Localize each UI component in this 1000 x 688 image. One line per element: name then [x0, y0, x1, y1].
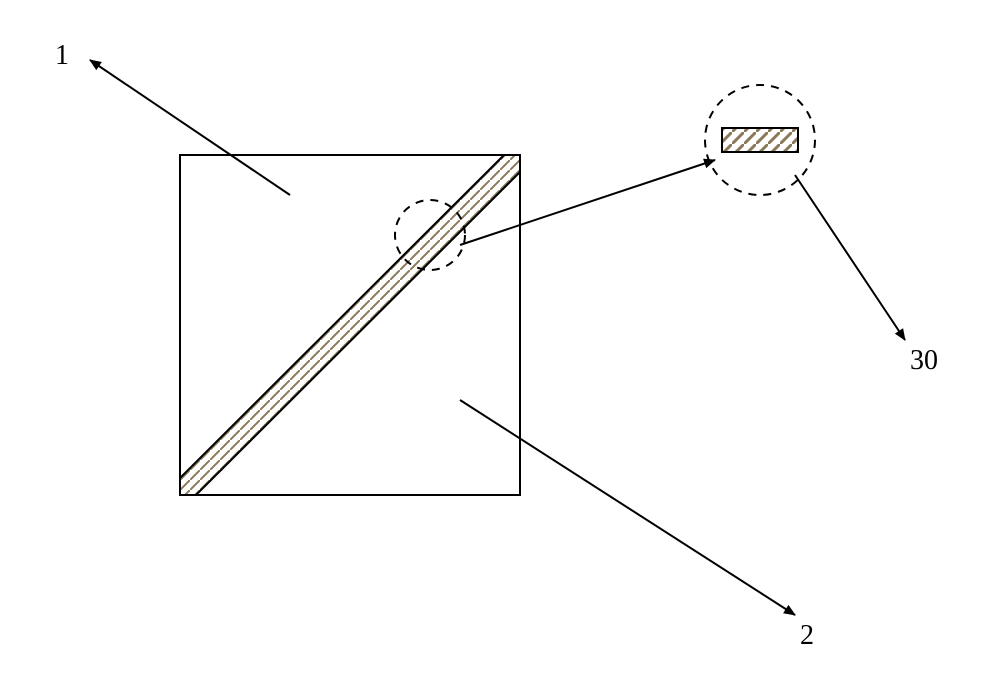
diagonal-strip: [180, 155, 520, 495]
label-1: 1: [55, 40, 69, 72]
magnified-strip: [722, 128, 798, 152]
label-30: 30: [910, 345, 938, 377]
diagram-canvas: [0, 0, 1000, 683]
arrow-to-1: [90, 60, 290, 195]
arrow-to-2: [460, 400, 795, 615]
arrow-to-30: [795, 175, 905, 340]
label-2: 2: [800, 620, 814, 652]
